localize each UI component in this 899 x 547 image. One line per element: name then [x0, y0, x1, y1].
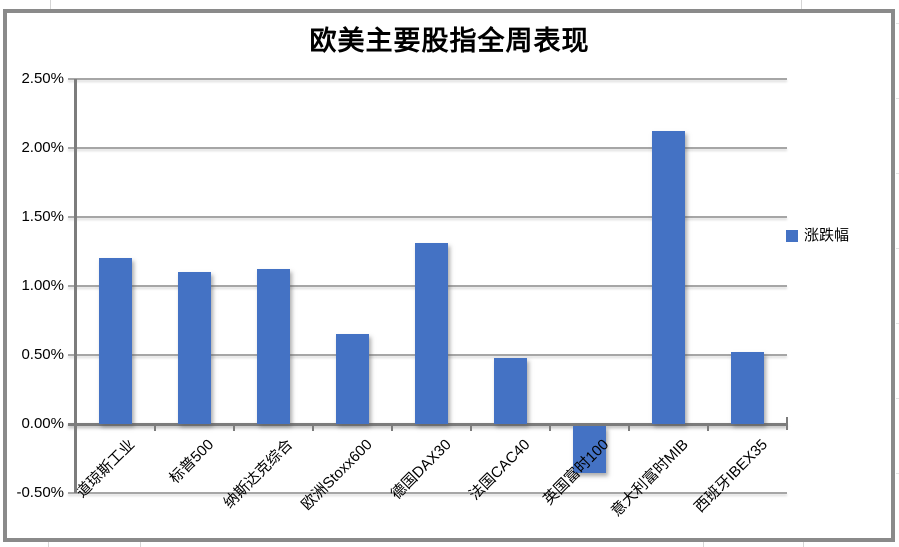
bar-欧洲Stoxx600[interactable] — [336, 334, 369, 424]
x-axis-tick — [549, 424, 551, 431]
bar-标普500[interactable] — [178, 272, 211, 424]
y-axis-label: 2.00% — [21, 139, 64, 156]
bar-法国CAC40[interactable] — [494, 357, 527, 424]
spreadsheet-row-line — [896, 398, 899, 399]
spreadsheet-column-line — [48, 542, 49, 547]
gridline — [68, 216, 787, 218]
bar-英国富时100[interactable] — [573, 426, 606, 473]
spreadsheet-row-line — [896, 323, 899, 324]
x-axis-tick — [470, 424, 472, 431]
bar-西班牙IBEX35[interactable] — [731, 352, 764, 424]
bar-纳斯达克综合[interactable] — [257, 269, 290, 424]
x-axis-tick — [391, 424, 393, 431]
spreadsheet-row-line — [896, 473, 899, 474]
spreadsheet-column-line — [140, 542, 141, 547]
spreadsheet-row-line — [896, 23, 899, 24]
x-axis-tick — [707, 424, 709, 431]
bar-德国DAX30[interactable] — [415, 243, 448, 424]
x-axis-tick — [312, 424, 314, 431]
spreadsheet-column-line — [803, 542, 804, 547]
bar-意大利富时MIB[interactable] — [652, 131, 685, 424]
gridline — [68, 78, 787, 80]
chart-border[interactable] — [3, 9, 895, 542]
gridline — [68, 147, 787, 149]
y-axis-line — [74, 79, 77, 493]
x-axis-tick — [786, 417, 788, 430]
spreadsheet-column-line — [703, 542, 704, 547]
gridline — [68, 492, 787, 494]
x-axis-zero-line — [68, 423, 787, 426]
spreadsheet-row-line — [896, 248, 899, 249]
x-axis-tick — [628, 424, 630, 431]
legend[interactable]: 涨跌幅 — [786, 227, 849, 245]
spreadsheet-column-line — [801, 0, 802, 9]
y-axis-label: 1.00% — [21, 277, 64, 294]
legend-color-swatch — [786, 230, 798, 242]
y-axis-label: 0.50% — [21, 346, 64, 363]
y-axis-label: 1.50% — [21, 208, 64, 225]
spreadsheet-column-line — [50, 0, 51, 9]
legend-series-label: 涨跌幅 — [804, 227, 850, 244]
y-axis-label: 2.50% — [21, 70, 64, 87]
y-axis-label: 0.00% — [21, 415, 64, 432]
y-axis-label: -0.50% — [16, 484, 64, 501]
chart-title[interactable]: 欧美主要股指全周表现 — [309, 26, 590, 56]
x-axis-tick — [154, 424, 156, 431]
spreadsheet-row-line — [896, 98, 899, 99]
x-axis-tick — [233, 424, 235, 431]
bar-道琼斯工业[interactable] — [99, 258, 132, 424]
spreadsheet-row-line — [896, 173, 899, 174]
